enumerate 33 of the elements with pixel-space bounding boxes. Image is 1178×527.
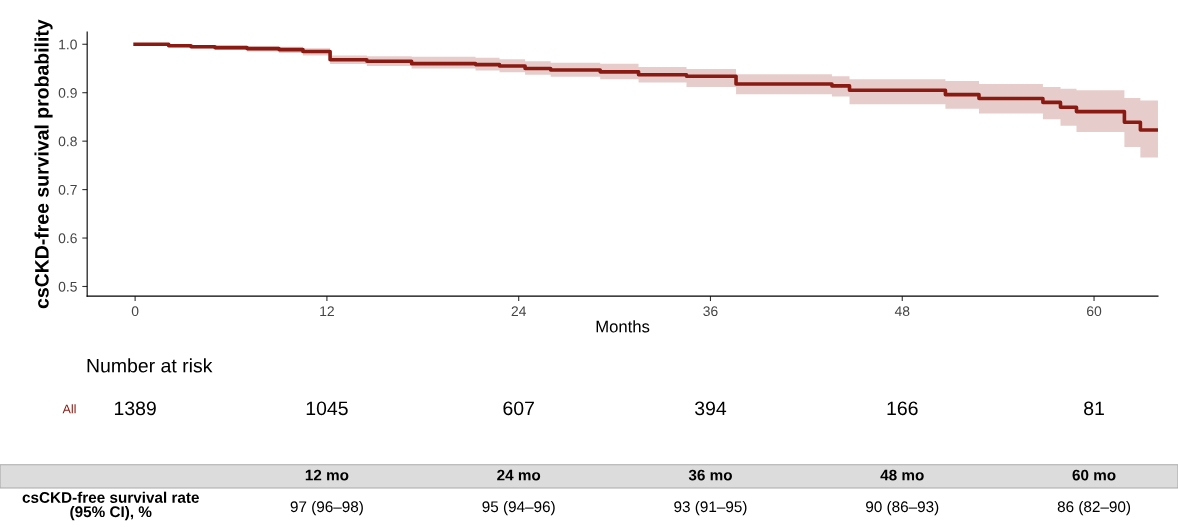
text: 12 mo	[305, 469, 349, 481]
x-tick-label: 0	[131, 306, 139, 317]
text: 81	[1084, 401, 1104, 416]
text: 86 (82–90)	[1057, 500, 1131, 516]
text: 24 mo	[497, 469, 541, 481]
y-tick-label: 0.9	[58, 88, 77, 98]
text: 1045	[306, 401, 348, 416]
text: 93 (91–95)	[674, 500, 747, 516]
y-tick-label: 0.5	[58, 281, 77, 292]
text: 95 (94–96)	[482, 500, 555, 516]
x-axis-title: Months	[596, 320, 650, 333]
y-tick-label: 0.7	[58, 184, 77, 195]
y-tick-label: 0.8	[58, 136, 77, 147]
text: 48 mo	[880, 469, 924, 481]
text: 166	[887, 401, 918, 416]
x-tick-label: 24	[511, 306, 527, 316]
text: 394	[695, 401, 727, 416]
text: 607	[503, 401, 534, 416]
x-tick-label: 60	[1087, 306, 1102, 317]
x-tick-label: 48	[894, 306, 910, 317]
text: csCKD-free survival rate (95% CI), %	[22, 491, 199, 521]
text: 90 (86–93)	[866, 500, 939, 516]
x-tick-label: 12	[320, 306, 334, 316]
text: 97 (96–98)	[290, 500, 363, 516]
text: Number at risk	[87, 358, 213, 373]
text: 1389	[114, 401, 156, 416]
text: All	[62, 404, 76, 414]
text: 36 mo	[688, 469, 732, 481]
y-axis-title: csCKD-free survival probability	[34, 19, 53, 309]
x-tick-label: 36	[703, 306, 718, 317]
y-tick-label: 0.6	[58, 233, 77, 244]
y-tick-label: 1.0	[59, 39, 77, 50]
text: 60 mo	[1072, 469, 1116, 481]
